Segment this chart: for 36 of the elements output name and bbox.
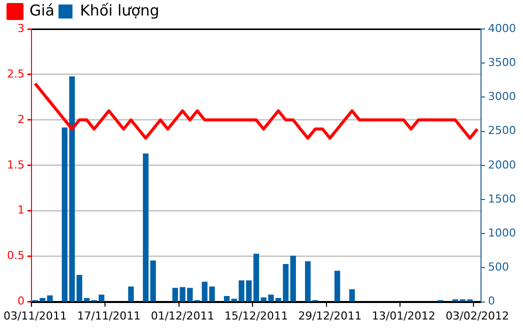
y2-tick-label: 0	[488, 294, 496, 308]
bar	[305, 261, 311, 302]
y-tick-label: 1	[17, 204, 24, 217]
bar	[84, 298, 90, 302]
y-tick-label: 0	[17, 294, 24, 308]
legend-label: Giá	[30, 1, 54, 20]
y2-tick-label: 2500	[488, 124, 516, 138]
bar	[128, 286, 134, 302]
y2-tick-label: 1000	[488, 226, 516, 240]
y2-tick-label: 3500	[488, 56, 516, 69]
legend-label: Khối lượng	[80, 1, 160, 20]
x-tick-label: 17/11/2011	[77, 309, 141, 322]
y2-tick-label: 500	[488, 260, 510, 274]
y-tick-label: 2	[17, 112, 24, 126]
x-tick-label: 03/02/2012	[446, 309, 510, 322]
y2-tick-label: 1500	[488, 192, 516, 206]
x-tick-label: 29/12/2011	[298, 309, 362, 322]
y2-tick-label: 2000	[488, 158, 516, 172]
bar	[334, 270, 340, 302]
bar	[142, 153, 149, 302]
x-tick-label: 13/01/2012	[372, 309, 436, 322]
bar	[290, 256, 296, 302]
bar	[253, 254, 260, 302]
bar	[224, 296, 230, 302]
x-tick-label: 15/12/2011	[224, 309, 288, 322]
y2-tick-label: 3000	[488, 90, 516, 104]
bar	[349, 289, 355, 302]
bar	[150, 260, 156, 302]
y-tick-label: 2.5	[6, 67, 24, 80]
x-tick-label: 03/11/2011	[3, 309, 67, 322]
y-tick-label: 0.5	[6, 249, 24, 262]
y2-tick-label: 4000	[488, 22, 516, 35]
y-tick-label: 1.5	[6, 158, 24, 172]
y-tick-label: 3	[17, 22, 24, 35]
bar	[282, 264, 289, 302]
x-tick-label: 01/12/2011	[150, 309, 214, 322]
